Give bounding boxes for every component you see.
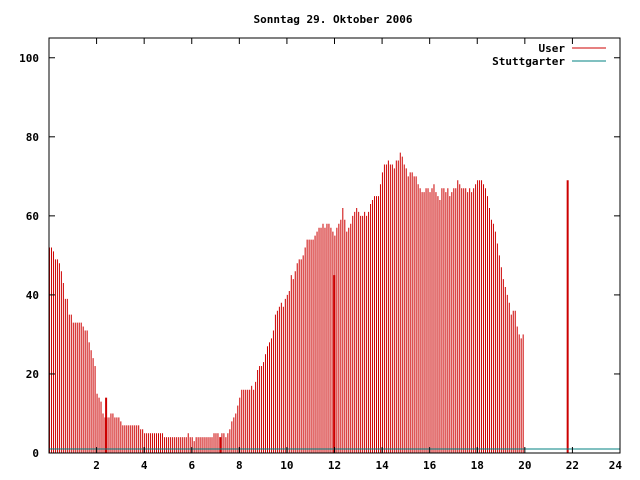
x-tick-label: 16: [423, 459, 437, 472]
y-tick-label: 80: [26, 131, 39, 144]
legend-label-user: User: [539, 42, 566, 55]
x-tick-label: 22: [566, 459, 579, 472]
x-tick-label: 10: [280, 459, 293, 472]
legend: User Stuttgarter: [492, 42, 606, 68]
x-tick-label: 14: [375, 459, 389, 472]
y-tick-label: 100: [19, 52, 39, 65]
chart-title: Sonntag 29. Oktober 2006: [254, 13, 413, 26]
x-tick-label: 2: [93, 459, 100, 472]
user-series: [49, 152, 569, 453]
x-tick-label: 4: [141, 459, 148, 472]
x-tick-label: 18: [471, 459, 484, 472]
x-tick-label: 8: [236, 459, 243, 472]
x-tick-label: 24: [609, 459, 623, 472]
x-axis: 2 4 6 8 10 12 14 16 18 20 22 24: [93, 38, 622, 472]
y-tick-label: 60: [26, 210, 39, 223]
x-tick-label: 12: [328, 459, 341, 472]
x-tick-label: 20: [518, 459, 531, 472]
legend-label-stuttgarter: Stuttgarter: [492, 55, 565, 68]
x-tick-label: 6: [188, 459, 195, 472]
y-tick-label: 0: [32, 447, 39, 460]
y-tick-label: 40: [26, 289, 39, 302]
y-axis: 0 20 40 60 80 100: [19, 52, 620, 460]
y-tick-label: 20: [26, 368, 39, 381]
